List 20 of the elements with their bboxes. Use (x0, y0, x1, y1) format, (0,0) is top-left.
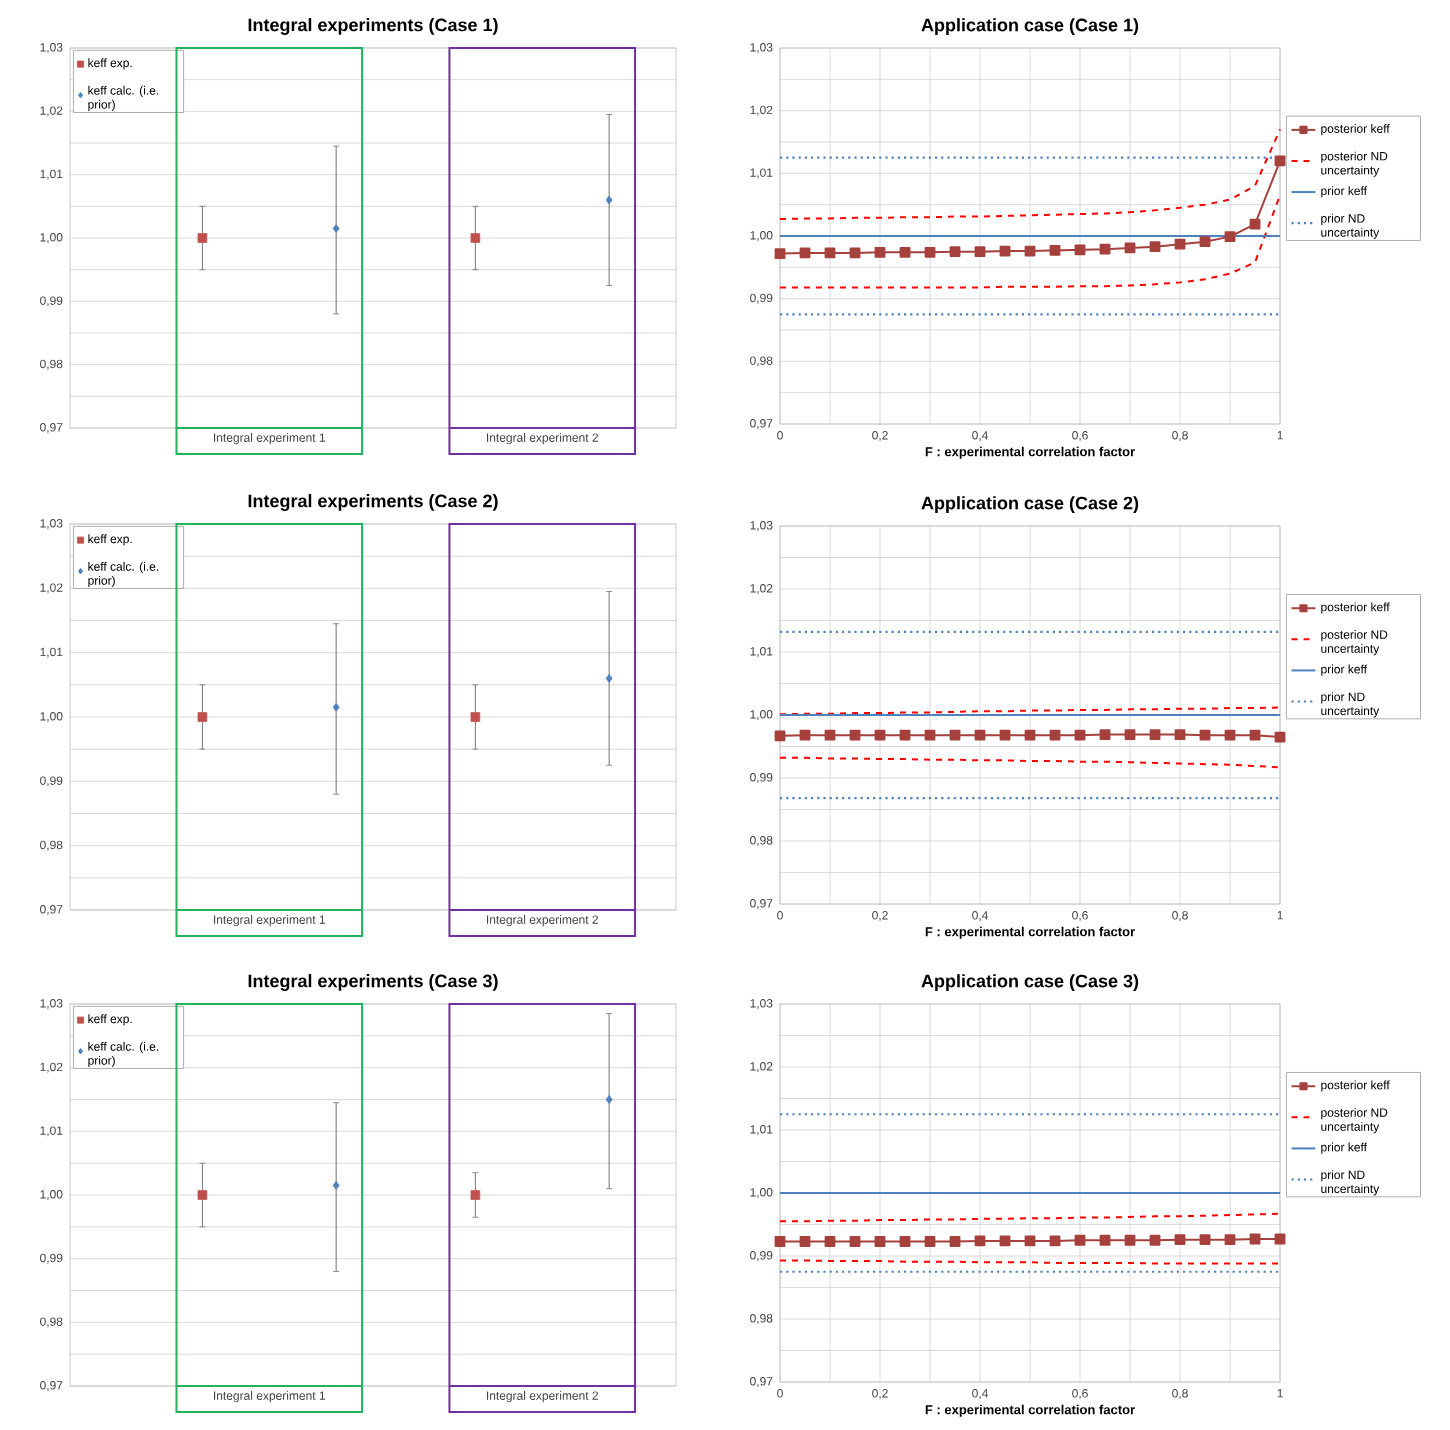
chart-title: Integral experiments (Case 2) (248, 494, 498, 511)
chart-title: Application case (Case 3) (921, 974, 1139, 991)
point (1174, 238, 1186, 250)
point (774, 248, 786, 259)
point (1224, 231, 1236, 243)
point (1274, 155, 1286, 167)
point (1149, 241, 1161, 253)
point (974, 246, 986, 258)
point (924, 246, 936, 258)
point (874, 246, 886, 258)
chart-title: Application case (Case 2) (921, 496, 1139, 513)
point (899, 246, 911, 258)
point (1099, 243, 1111, 255)
chart-title: Application case (Case 1) (921, 18, 1139, 35)
point (949, 246, 961, 258)
chart-title: Integral experiments (Case 3) (248, 974, 498, 991)
point (1074, 244, 1086, 256)
chart-title: Integral experiments (Case 1) (248, 18, 498, 35)
point (1049, 245, 1061, 256)
point (1199, 236, 1211, 248)
